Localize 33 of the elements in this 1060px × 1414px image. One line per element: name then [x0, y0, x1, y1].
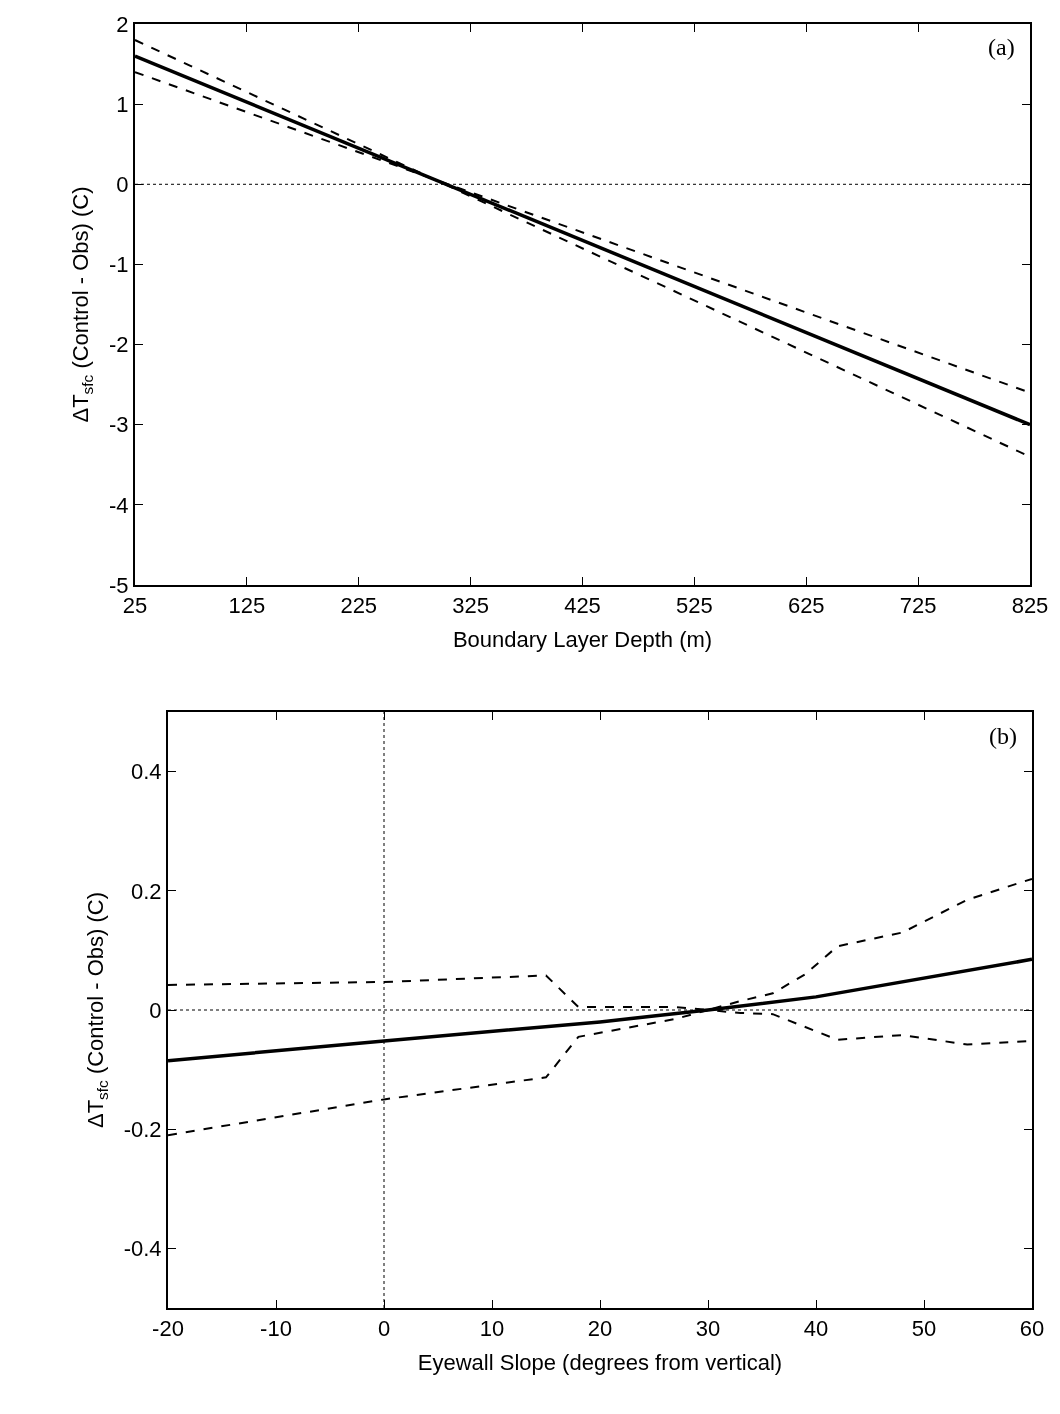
x-tick-label: 425 [564, 593, 601, 619]
y-tick-label: 0.4 [131, 759, 162, 785]
x-tick-label: 50 [911, 1316, 937, 1342]
x-tick-label: 0 [377, 1316, 391, 1342]
x-axis-title: Boundary Layer Depth (m) [452, 626, 713, 652]
x-tick-label: 10 [479, 1316, 505, 1342]
y-tick-label: -3 [109, 412, 129, 438]
y-tick-label: -0.4 [123, 1236, 162, 1262]
y-tick-label: -4 [109, 492, 129, 518]
y-tick-label: 0.2 [131, 878, 162, 904]
annotation: (a) [988, 34, 1015, 60]
x-tick-label: 225 [340, 593, 378, 619]
x-tick-label: -20 [152, 1316, 184, 1342]
x-tick-label: 20 [587, 1316, 613, 1342]
x-tick-label: 30 [695, 1316, 721, 1342]
y-tick-label: 2 [116, 11, 129, 37]
y-tick-label: -0.2 [123, 1116, 162, 1142]
y-tick-label: -1 [109, 252, 129, 278]
x-tick-label: -10 [260, 1316, 292, 1342]
y-tick-label: -2 [109, 332, 129, 358]
y-tick-label: 0 [149, 997, 162, 1023]
y-tick-label: 0 [116, 171, 129, 197]
x-tick-label: 40 [803, 1316, 829, 1342]
x-tick-label: 125 [228, 593, 266, 619]
x-tick-label: 725 [899, 593, 937, 619]
annotation: (b) [989, 723, 1017, 749]
x-axis-title: Eyewall Slope (degrees from vertical) [417, 1349, 783, 1375]
x-tick-label: 825 [1011, 593, 1049, 619]
x-tick-label: 60 [1019, 1316, 1045, 1342]
x-tick-label: 525 [676, 593, 713, 619]
x-tick-label: 325 [452, 593, 489, 619]
x-tick-label: 625 [787, 593, 825, 619]
y-tick-label: 1 [116, 91, 129, 117]
